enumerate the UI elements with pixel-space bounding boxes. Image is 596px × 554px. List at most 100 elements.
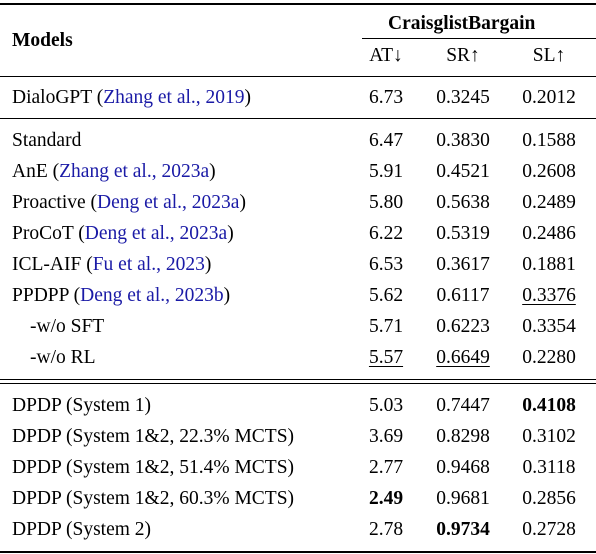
dataset-header: CraisglistBargain (388, 13, 536, 34)
group-rule-1 (0, 118, 596, 119)
value-sl-text: 0.3354 (522, 316, 576, 337)
model-name: DPDP (System 1) (12, 395, 152, 416)
value-at-text: 5.80 (368, 192, 404, 213)
citation-link[interactable]: Zhang et al., 2019 (103, 87, 245, 108)
value-sl-text: 0.1588 (522, 130, 576, 151)
value-sr: 0.6649 (418, 346, 508, 370)
model-cell: PPDPP (Deng et al., 2023b) (12, 285, 231, 306)
value-at: 6.53 (341, 253, 431, 277)
bottom-rule (0, 551, 596, 553)
value-sr-text: 0.8298 (436, 426, 490, 447)
model-cell: ProCoT (Deng et al., 2023a) (12, 223, 234, 244)
value-sl: 0.2856 (504, 487, 594, 511)
value-sl-text: 0.2489 (522, 192, 576, 213)
value-sl: 0.2012 (504, 86, 594, 110)
top-rule (0, 3, 596, 5)
value-sl-text: 0.1881 (522, 254, 576, 275)
value-sl-text: 0.2280 (522, 347, 576, 368)
double-rule-a (0, 379, 596, 380)
model-cell: DPDP (System 1&2, 51.4% MCTS) (12, 456, 294, 480)
value-sl: 0.3118 (504, 456, 594, 480)
value-sr-text: 0.4521 (436, 161, 490, 182)
value-at-text: 5.62 (368, 285, 404, 306)
value-sl: 0.1881 (504, 253, 594, 277)
model-cell: AnE (Zhang et al., 2023a) (12, 161, 216, 182)
value-at: 6.47 (341, 129, 431, 153)
value-sr-text: 0.3830 (436, 130, 490, 151)
models-header: Models (12, 30, 73, 51)
value-sr-text: 0.3245 (436, 87, 490, 108)
citation-link[interactable]: Deng et al., 2023a (84, 223, 228, 244)
value-sl: 0.2280 (504, 346, 594, 370)
value-at: 3.69 (341, 425, 431, 449)
model-name: ProCoT (12, 223, 74, 244)
value-sl-text: 0.4108 (522, 395, 576, 416)
value-at-text: 6.22 (368, 223, 404, 244)
model-cell: -w/o RL (30, 346, 96, 370)
value-sr-text: 0.6117 (436, 285, 490, 306)
value-at: 5.91 (341, 160, 431, 184)
value-at: 5.03 (341, 394, 431, 418)
model-name: ICL-AIF (12, 254, 82, 275)
model-name: Proactive (12, 192, 86, 213)
value-at-text: 5.57 (368, 347, 404, 368)
value-at: 2.77 (341, 456, 431, 480)
value-at: 5.71 (341, 315, 431, 339)
value-sr: 0.6223 (418, 315, 508, 339)
value-sr: 0.6117 (418, 284, 508, 308)
value-at: 2.49 (341, 487, 431, 511)
dataset-underline (362, 38, 596, 39)
value-sr: 0.3245 (418, 86, 508, 110)
value-sr-text: 0.6223 (436, 316, 490, 337)
model-cell: DPDP (System 1&2, 60.3% MCTS) (12, 487, 294, 511)
model-name: DPDP (System 1&2, 22.3% MCTS) (12, 426, 295, 447)
value-at-text: 5.71 (368, 316, 404, 337)
column-header-sl: SL↑ (532, 45, 566, 66)
value-at-text: 6.53 (368, 254, 404, 275)
value-sl-text: 0.3376 (522, 285, 576, 306)
value-sr: 0.4521 (418, 160, 508, 184)
citation-link[interactable]: Deng et al., 2023b (80, 285, 224, 306)
value-sr-text: 0.7447 (436, 395, 490, 416)
value-at-text: 2.78 (368, 519, 404, 540)
value-sl: 0.4108 (504, 394, 594, 418)
model-cell: DPDP (System 1&2, 22.3% MCTS) (12, 425, 294, 449)
citation-link[interactable]: Fu et al., 2023 (92, 254, 205, 275)
value-sr: 0.5319 (418, 222, 508, 246)
value-at: 6.22 (341, 222, 431, 246)
model-cell: ICL-AIF (Fu et al., 2023) (12, 254, 212, 275)
citation-link[interactable]: Deng et al., 2023a (97, 192, 240, 213)
value-sl: 0.3376 (504, 284, 594, 308)
column-header-at: AT↓ (369, 45, 403, 66)
value-sr-text: 0.9734 (436, 519, 490, 540)
value-sr-text: 0.9681 (436, 488, 490, 509)
value-sl: 0.2489 (504, 191, 594, 215)
model-name: Standard (12, 130, 82, 151)
value-sl: 0.1588 (504, 129, 594, 153)
value-at-text: 2.49 (368, 488, 404, 509)
value-at: 5.57 (341, 346, 431, 370)
value-sr-text: 0.3617 (436, 254, 490, 275)
value-at-text: 6.73 (368, 87, 404, 108)
value-at: 5.80 (341, 191, 431, 215)
value-at-text: 5.03 (368, 395, 404, 416)
value-sl: 0.2486 (504, 222, 594, 246)
model-cell: DialoGPT (Zhang et al., 2019) (12, 87, 252, 108)
value-sr-text: 0.9468 (436, 457, 490, 478)
value-at: 2.78 (341, 518, 431, 542)
model-name: DPDP (System 1&2, 51.4% MCTS) (12, 457, 295, 478)
value-sr-text: 0.5638 (436, 192, 490, 213)
value-sl-text: 0.2728 (522, 519, 576, 540)
value-sl-text: 0.3118 (522, 457, 576, 478)
value-sl-text: 0.2856 (522, 488, 576, 509)
value-sl: 0.3354 (504, 315, 594, 339)
value-sl-text: 0.2608 (522, 161, 576, 182)
model-cell: Standard (12, 129, 81, 153)
model-name: DialoGPT (12, 87, 92, 108)
value-sl: 0.3102 (504, 425, 594, 449)
value-at: 5.62 (341, 284, 431, 308)
model-cell: -w/o SFT (30, 315, 104, 339)
citation-link[interactable]: Zhang et al., 2023a (59, 161, 210, 182)
value-sr-text: 0.5319 (436, 223, 490, 244)
model-cell: Proactive (Deng et al., 2023a) (12, 192, 246, 213)
